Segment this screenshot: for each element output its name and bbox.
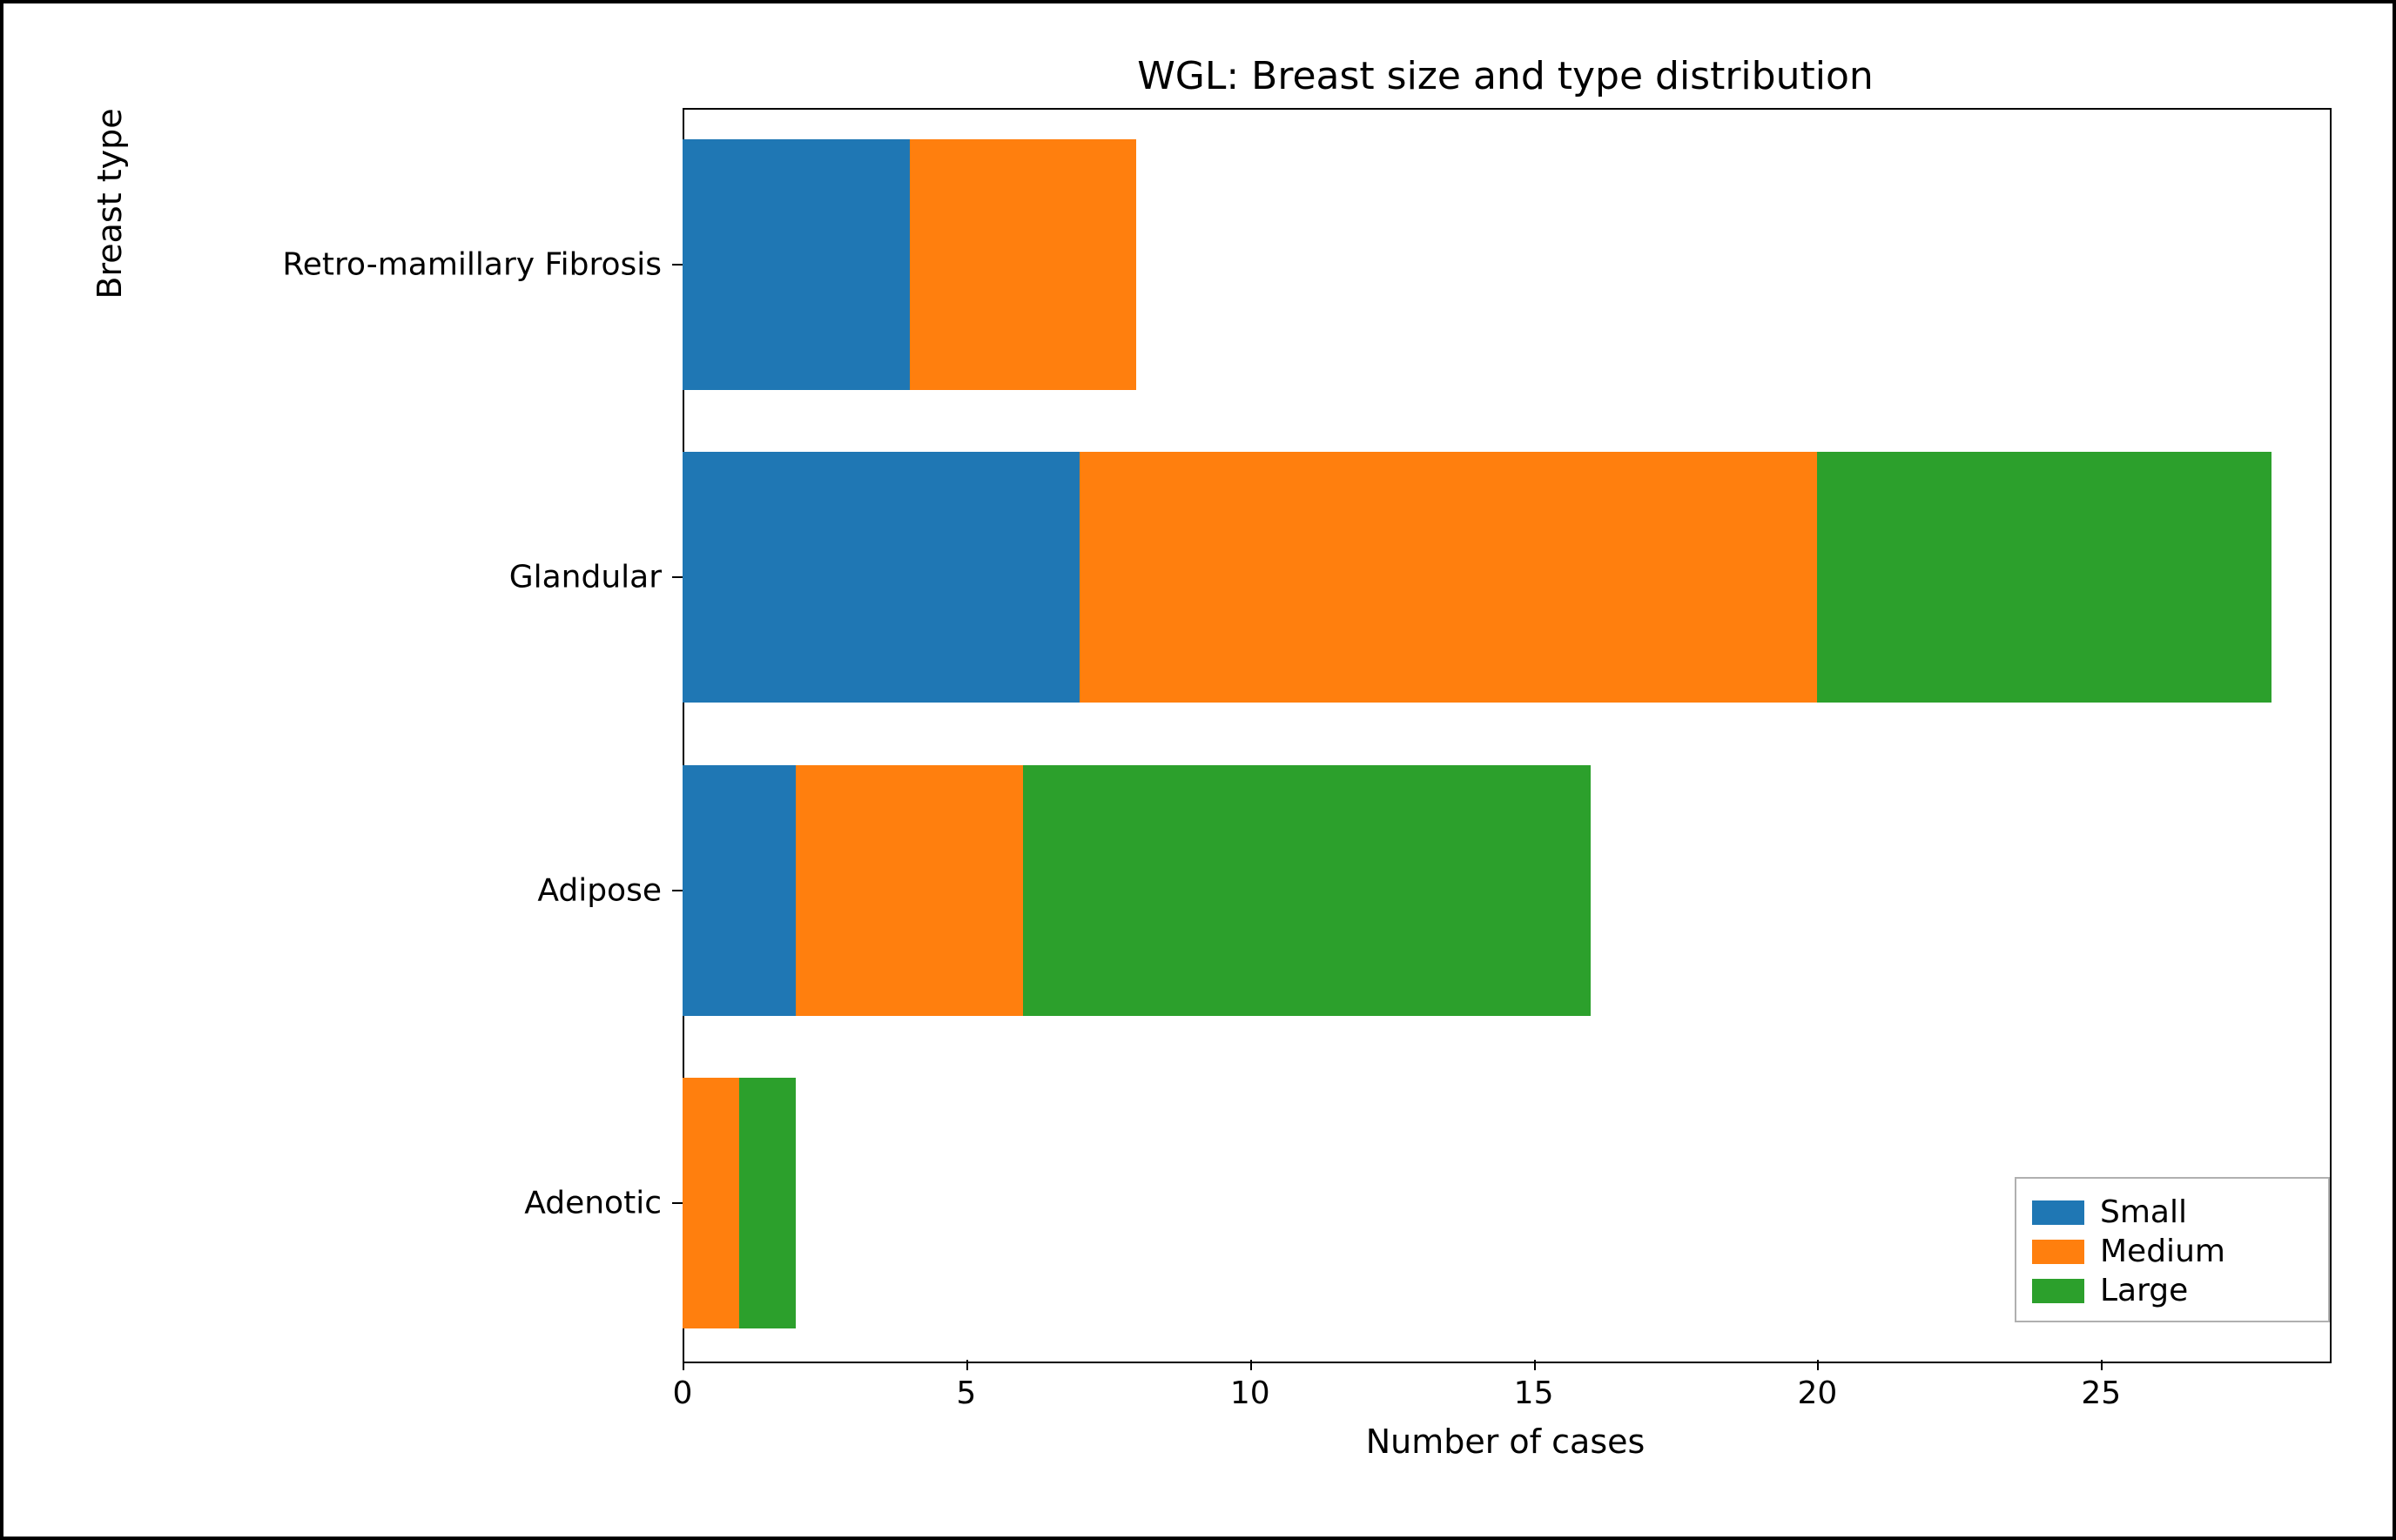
y-tick-label: Adenotic (38, 1186, 662, 1221)
legend-label: Small (2100, 1194, 2187, 1230)
bar-segment (683, 139, 910, 390)
bar-segment (739, 1078, 796, 1328)
bar-segment (796, 765, 1023, 1016)
bar-segment (683, 765, 796, 1016)
bar-segment (683, 452, 1080, 703)
x-tick-label: 25 (2081, 1375, 2121, 1411)
bar-segment (1817, 452, 2271, 703)
y-tick (672, 264, 683, 266)
x-axis-label: Number of cases (683, 1422, 2328, 1461)
bar-segment (1023, 765, 1591, 1016)
legend-item: Small (2032, 1194, 2311, 1230)
outer-frame: WGL: Breast size and type distribution B… (0, 0, 2396, 1540)
x-tick-label: 10 (1230, 1375, 1270, 1411)
y-tick-label: Retro-mamillary Fibrosis (38, 246, 662, 282)
x-tick-label: 0 (673, 1375, 693, 1411)
y-tick-label: Glandular (38, 560, 662, 595)
y-tick (672, 1202, 683, 1204)
legend-swatch (2032, 1279, 2084, 1303)
x-tick-label: 5 (956, 1375, 976, 1411)
y-tick (672, 890, 683, 891)
x-tick (2101, 1360, 2103, 1370)
legend-swatch (2032, 1200, 2084, 1225)
x-tick (683, 1360, 684, 1370)
bar-segment (910, 139, 1137, 390)
legend-item: Large (2032, 1273, 2311, 1308)
bar-segment (1080, 452, 1817, 703)
legend-swatch (2032, 1240, 2084, 1264)
x-tick-label: 20 (1798, 1375, 1838, 1411)
x-tick (1250, 1360, 1252, 1370)
x-tick (1817, 1360, 1819, 1370)
bar-segment (683, 1078, 739, 1328)
y-tick (672, 576, 683, 578)
chart: WGL: Breast size and type distribution B… (38, 38, 2358, 1502)
x-tick (1534, 1360, 1536, 1370)
y-axis-label: Breast type (91, 0, 129, 830)
legend-item: Medium (2032, 1234, 2311, 1269)
chart-title: WGL: Breast size and type distribution (683, 54, 2328, 98)
x-tick-label: 15 (1514, 1375, 1554, 1411)
y-tick-label: Adipose (38, 872, 662, 908)
legend-label: Medium (2100, 1234, 2225, 1269)
legend-label: Large (2100, 1273, 2188, 1308)
x-tick (966, 1360, 968, 1370)
legend: Small Medium Large (2015, 1177, 2330, 1322)
